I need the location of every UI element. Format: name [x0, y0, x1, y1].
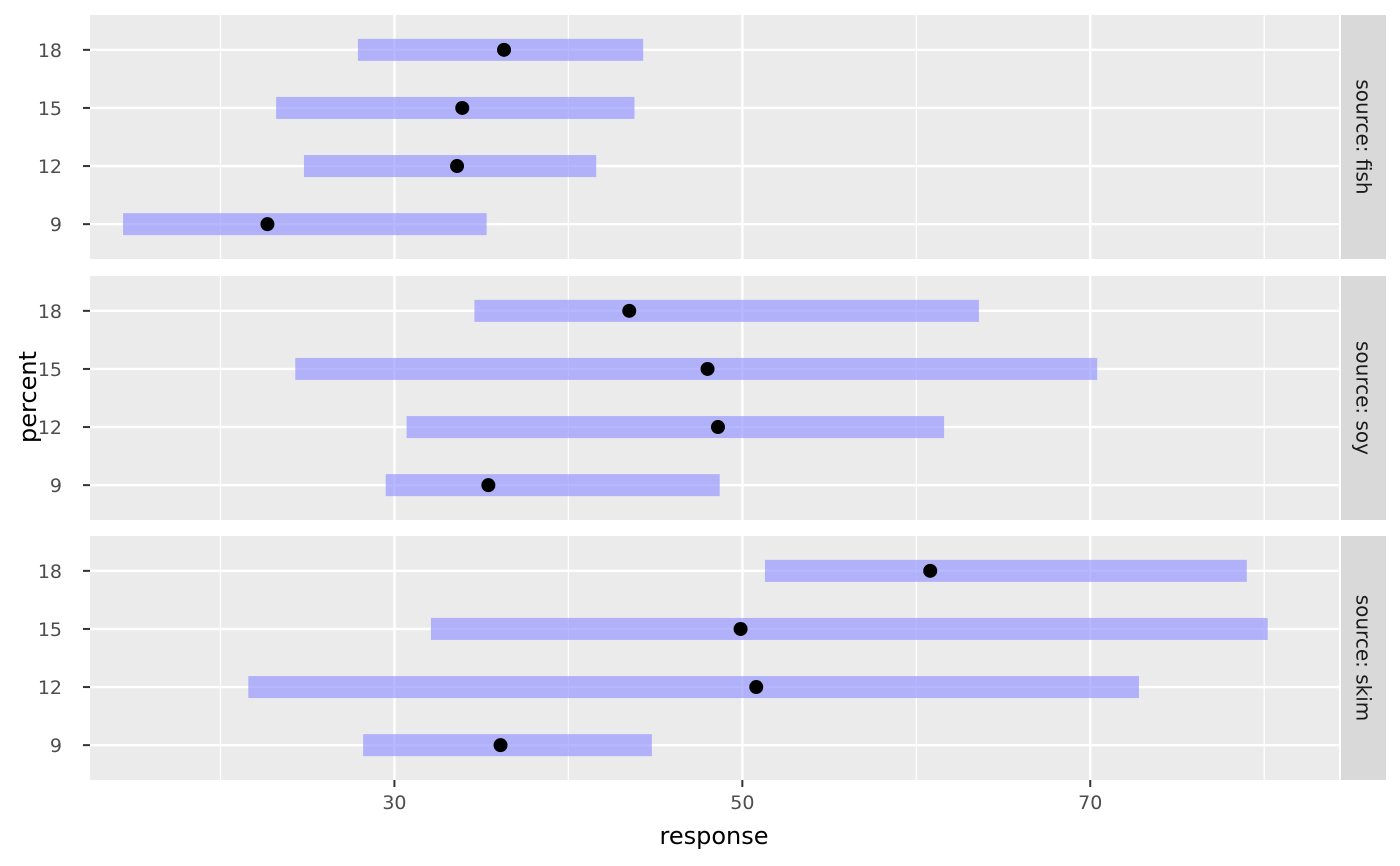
facet-strip [1341, 536, 1386, 780]
estimate-point [260, 217, 275, 232]
y-tick-label: 12 [38, 417, 62, 439]
y-tick-label: 9 [50, 735, 62, 757]
y-tick-label: 15 [38, 619, 62, 641]
x-tick-label: 70 [1078, 792, 1102, 814]
estimate-point [455, 100, 470, 115]
y-tick-label: 12 [38, 156, 62, 178]
confidence-interval-bar [123, 213, 487, 236]
confidence-interval-bar [430, 617, 1268, 640]
estimate-point [481, 478, 496, 493]
confidence-interval-bar [764, 559, 1247, 582]
facet-panel: 9 12 15 18 source: skim [38, 536, 1386, 780]
facet-panel: 9 12 15 18 source: soy [38, 276, 1386, 520]
estimate-point [700, 361, 715, 376]
y-tick-label: 9 [50, 214, 62, 236]
x-axis-title: response [659, 822, 768, 850]
y-tick-label: 18 [38, 301, 62, 323]
y-tick-label: 18 [38, 561, 62, 583]
estimate-point [733, 621, 748, 636]
estimate-point [497, 42, 512, 57]
y-tick-label: 15 [38, 98, 62, 120]
y-tick-label: 9 [50, 475, 62, 497]
facet-strip-label: source: soy [1352, 341, 1376, 455]
estimate-point [923, 563, 938, 578]
x-tick-label: 30 [382, 792, 406, 814]
facet-strip-label: source: fish [1352, 79, 1376, 194]
y-tick-label: 15 [38, 359, 62, 381]
estimate-point [493, 738, 508, 753]
y-axis-title: percent [14, 351, 42, 443]
y-tick-label: 12 [38, 677, 62, 699]
estimate-point [710, 420, 725, 435]
facet-strip-label: source: skim [1352, 595, 1376, 722]
facet-panels: 9 12 15 18 source: fish 9 12 15 18 source: soy 9 12… [38, 15, 1386, 780]
y-tick-label: 18 [38, 40, 62, 62]
x-axis: 30 50 70 [382, 780, 1102, 814]
confidence-interval-bar [385, 474, 720, 497]
estimate-point [450, 159, 465, 174]
confidence-interval-bar [406, 416, 945, 439]
confidence-interval-bar [474, 299, 979, 322]
confidence-interval-bar [248, 676, 1139, 699]
estimate-point [749, 680, 764, 695]
confidence-interval-bar [295, 357, 1098, 380]
estimate-point [622, 303, 637, 318]
facet-panel: 9 12 15 18 source: fish [38, 15, 1386, 259]
facet-strip [1341, 276, 1386, 520]
facet-strip [1341, 15, 1386, 259]
x-tick-label: 50 [730, 792, 754, 814]
